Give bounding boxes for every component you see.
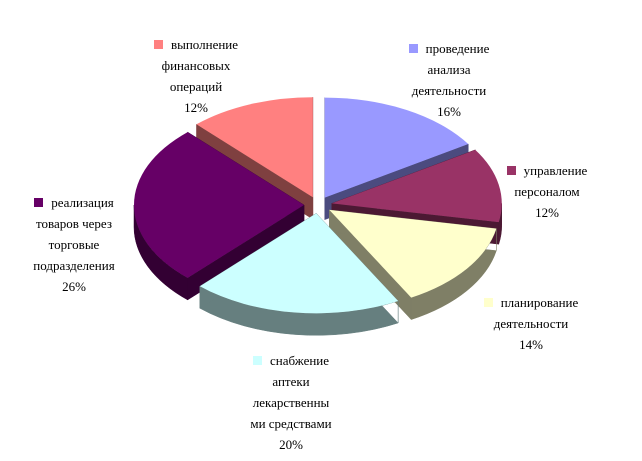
slice-sales: [134, 132, 304, 278]
slice-percent: 12%: [184, 100, 208, 115]
slice-label-sales: реализация товаров через торговые подраз…: [4, 192, 144, 297]
slice-label-line: анализа: [427, 62, 471, 77]
legend-key-sales: [34, 198, 44, 207]
slice-label-planning: планирование деятельности 14%: [466, 292, 596, 355]
slice-label-line: деятельности: [493, 316, 569, 331]
slice-label-line: снабжение: [269, 353, 330, 368]
slice-label-line: лекарственны: [252, 395, 330, 410]
slice-percent: 26%: [62, 279, 86, 294]
slice-label-line: проведение: [425, 41, 490, 56]
slice-label-line: деятельности: [411, 83, 487, 98]
slice-finance: [196, 97, 313, 198]
slice-planning: [329, 209, 497, 298]
slice-percent: 20%: [279, 437, 303, 452]
legend-key-analysis: [408, 44, 418, 53]
slice-label-line: операций: [169, 79, 223, 94]
slice-label-line: товаров через: [35, 216, 112, 231]
slice-label-line: выполнение: [170, 37, 239, 52]
slice-label-line: аптеки: [272, 374, 310, 389]
legend-key-personnel: [506, 166, 516, 175]
slice-label-personnel: управление персоналом 12%: [492, 160, 602, 223]
slice-label-supply: снабжение аптеки лекарственны ми средств…: [226, 350, 356, 455]
slice-label-line: реализация: [51, 195, 114, 210]
slice-supply: [199, 213, 399, 314]
legend-key-planning: [483, 298, 493, 307]
legend-key-supply: [252, 356, 262, 365]
slice-analysis: [324, 97, 469, 198]
slice-label-finance: выполнение финансовых операций 12%: [136, 34, 256, 118]
slice-label-line: финансовых: [161, 58, 231, 73]
slice-personnel: [331, 149, 502, 223]
slice-label-line: персоналом: [514, 184, 580, 199]
slice-label-line: ми средствами: [250, 416, 332, 431]
slice-percent: 12%: [535, 205, 559, 220]
slice-label-line: планирование: [500, 295, 579, 310]
slice-label-line: подразделения: [33, 258, 115, 273]
slice-label-line: торговые: [48, 237, 100, 252]
slice-label-line: управление: [523, 163, 588, 178]
legend-key-finance: [153, 40, 163, 49]
slice-percent: 14%: [519, 337, 543, 352]
slice-label-analysis: проведение анализа деятельности 16%: [394, 38, 504, 122]
slice-percent: 16%: [437, 104, 461, 119]
